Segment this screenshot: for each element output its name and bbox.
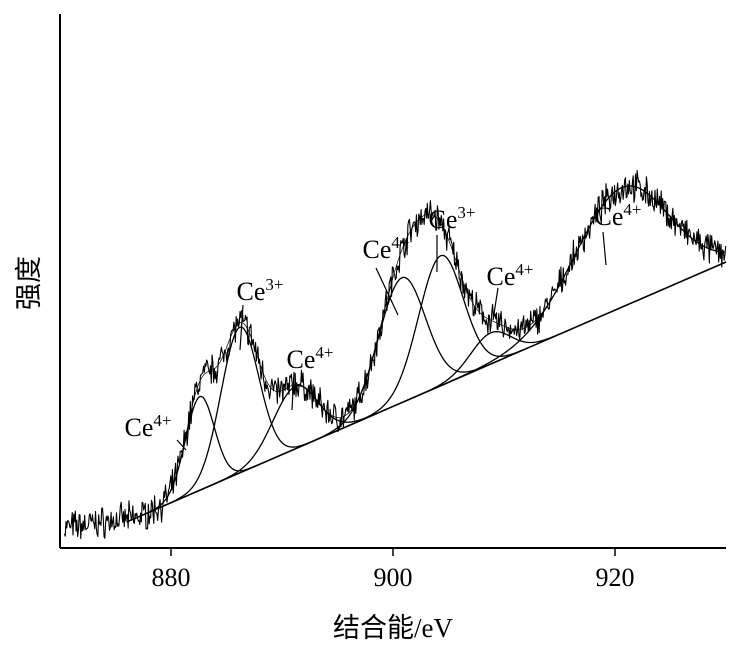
peak-label-5: Ce3+	[429, 203, 476, 234]
peak-label-7: Ce4+	[595, 200, 642, 231]
peak-annotations: Ce4+ Ce3+ Ce4+ Ce4+ Ce3+ Ce4+ Ce4+	[125, 200, 642, 451]
y-axis-label: 强度	[14, 256, 44, 310]
experimental-spectrum	[63, 170, 727, 540]
x-ticks: 880 900 920	[152, 548, 635, 592]
x-axis-label: 结合能/eV	[333, 613, 453, 643]
peak-label-6: Ce4+	[487, 260, 534, 291]
x-tick-label-900: 900	[374, 563, 413, 592]
fit-component-2	[160, 326, 319, 508]
peak-label-1: Ce4+	[125, 411, 172, 442]
peak-label-4: Ce4+	[363, 233, 410, 264]
axes	[59, 14, 726, 549]
peak-leader-2	[239, 304, 244, 351]
peak-leader-1	[176, 439, 187, 451]
fit-component-5	[347, 254, 534, 427]
fit-component-4	[303, 276, 500, 446]
peak-leader-3	[291, 371, 295, 411]
x-tick-label-880: 880	[152, 563, 191, 592]
peak-leader-6	[492, 287, 499, 321]
peak-label-3: Ce4+	[287, 343, 334, 374]
x-tick-label-920: 920	[596, 563, 635, 592]
peak-leader-4	[375, 267, 399, 316]
plot-area	[63, 170, 727, 540]
peak-leader-7	[602, 231, 607, 266]
peak-label-2: Ce3+	[237, 275, 284, 306]
